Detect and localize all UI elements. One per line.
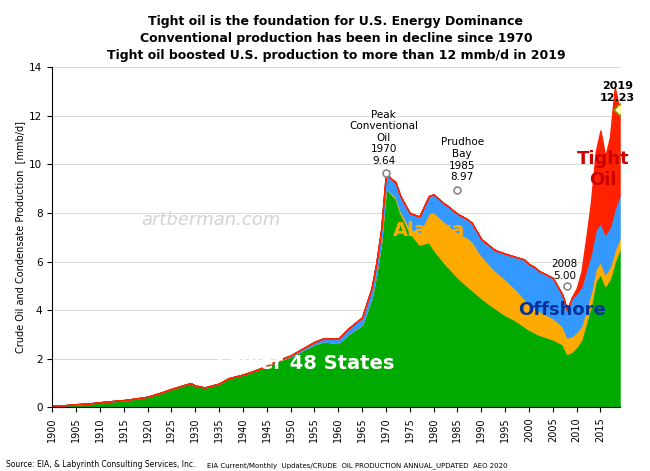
Text: Prudhoe
Bay
1985
8.97: Prudhoe Bay 1985 8.97	[441, 138, 484, 182]
Text: 2019
12.23: 2019 12.23	[599, 81, 635, 103]
Y-axis label: Crude Oil and Condensate Production  [mmb/d]: Crude Oil and Condensate Production [mmb…	[15, 122, 25, 353]
Text: Alaska: Alaska	[393, 220, 465, 240]
Text: Offshore: Offshore	[519, 301, 606, 319]
Text: Lower 48 States: Lower 48 States	[216, 354, 394, 373]
Text: artberman.com: artberman.com	[142, 211, 281, 229]
Title: Tight oil is the foundation for U.S. Energy Dominance
Conventional production ha: Tight oil is the foundation for U.S. Ene…	[107, 15, 565, 62]
Text: Source: EIA, & Labyrinth Consulting Services, Inc.: Source: EIA, & Labyrinth Consulting Serv…	[6, 460, 196, 469]
Text: Peak
Conventional
Oil
1970
9.64: Peak Conventional Oil 1970 9.64	[349, 110, 418, 166]
Text: Tight
Oil: Tight Oil	[577, 150, 629, 189]
Text: 2008
5.00: 2008 5.00	[552, 260, 578, 281]
Text: EIA Current/Monthly  Updates/CRUDE  OIL PRODUCTION ANNUAL_UPDATED  AEO 2020: EIA Current/Monthly Updates/CRUDE OIL PR…	[207, 462, 508, 469]
